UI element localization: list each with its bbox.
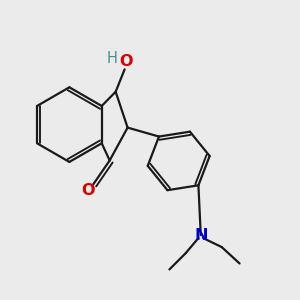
Text: O: O — [119, 54, 133, 69]
Text: O: O — [81, 183, 94, 198]
Text: N: N — [194, 228, 208, 243]
Text: H: H — [106, 50, 118, 65]
